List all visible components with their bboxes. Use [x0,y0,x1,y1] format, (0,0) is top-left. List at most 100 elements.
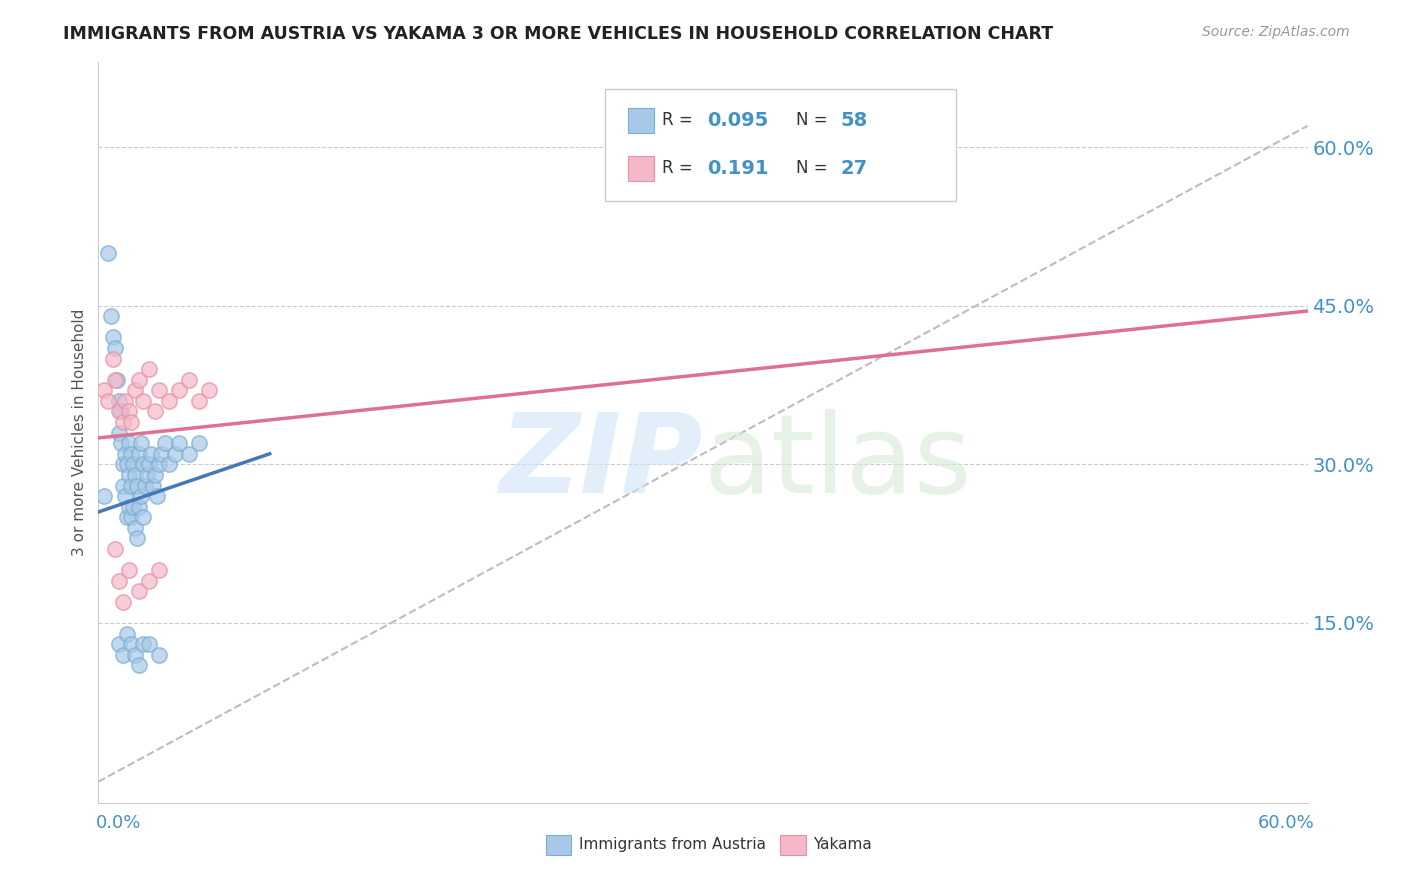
Point [188,436,211,450]
Point [148,384,170,398]
Point [167,384,190,398]
Point [121,500,143,514]
Point [129,436,152,450]
Point [198,384,221,398]
Point [148,563,170,577]
Point [148,458,170,472]
Point [124,467,146,482]
Point [132,458,155,472]
Point [111,478,134,492]
Point [120,415,142,429]
Text: N =: N = [796,160,832,178]
Point [124,384,146,398]
Point [157,458,180,472]
Point [100,310,122,324]
Point [142,478,165,492]
Point [111,648,134,662]
Point [97,245,120,260]
Point [128,500,150,514]
Point [107,404,129,418]
Point [149,447,172,461]
Point [110,404,132,418]
Point [153,436,176,450]
Point [143,467,166,482]
Text: N =: N = [796,112,832,129]
Point [107,425,129,440]
Text: ZIP: ZIP [499,409,703,516]
Point [103,373,125,387]
Point [128,658,150,673]
Point [132,637,155,651]
Point [107,574,129,588]
Text: Immigrants from Austria: Immigrants from Austria [579,838,766,852]
Point [138,574,160,588]
Point [115,626,138,640]
Point [118,500,141,514]
Point [97,393,120,408]
Text: R =: R = [662,160,703,178]
Point [125,478,148,492]
Point [120,478,142,492]
Point [103,541,125,556]
Point [134,478,156,492]
Text: R =: R = [662,112,699,129]
Point [118,436,141,450]
Point [114,393,136,408]
Point [101,351,124,366]
Y-axis label: 3 or more Vehicles in Household: 3 or more Vehicles in Household [72,309,87,557]
Point [132,510,155,524]
Text: atlas: atlas [703,409,972,516]
Point [138,637,160,651]
Point [101,330,124,344]
Point [148,648,170,662]
Point [107,393,129,408]
Point [111,595,134,609]
Point [107,637,129,651]
Point [103,341,125,355]
Point [128,447,150,461]
Text: 0.0%: 0.0% [96,814,141,832]
Text: 58: 58 [841,111,868,129]
Point [115,458,138,472]
Text: 0.095: 0.095 [707,111,769,129]
Point [114,447,136,461]
Text: Source: ZipAtlas.com: Source: ZipAtlas.com [1202,25,1350,39]
Point [114,489,136,503]
Point [143,404,166,418]
Point [135,467,157,482]
Point [93,384,115,398]
Point [138,458,160,472]
Point [179,447,201,461]
Point [146,489,169,503]
Point [125,532,148,546]
Point [124,521,146,535]
Point [138,362,160,376]
Point [115,510,138,524]
Point [163,447,186,461]
Point [120,637,142,651]
Point [120,447,142,461]
Text: IMMIGRANTS FROM AUSTRIA VS YAKAMA 3 OR MORE VEHICLES IN HOUSEHOLD CORRELATION CH: IMMIGRANTS FROM AUSTRIA VS YAKAMA 3 OR M… [63,25,1053,43]
Point [124,648,146,662]
Point [167,436,190,450]
Point [157,393,180,408]
Point [188,393,211,408]
Point [128,584,150,599]
Text: Yakama: Yakama [813,838,872,852]
Text: 60.0%: 60.0% [1258,814,1315,832]
Point [118,563,141,577]
Point [120,510,142,524]
Text: 0.191: 0.191 [707,159,769,178]
Point [93,489,115,503]
Text: 27: 27 [841,159,868,178]
Point [111,458,134,472]
Point [121,458,143,472]
Point [118,467,141,482]
Point [128,373,150,387]
Point [132,393,155,408]
Point [110,436,132,450]
Point [129,489,152,503]
Point [105,373,128,387]
Point [179,373,201,387]
Point [111,415,134,429]
